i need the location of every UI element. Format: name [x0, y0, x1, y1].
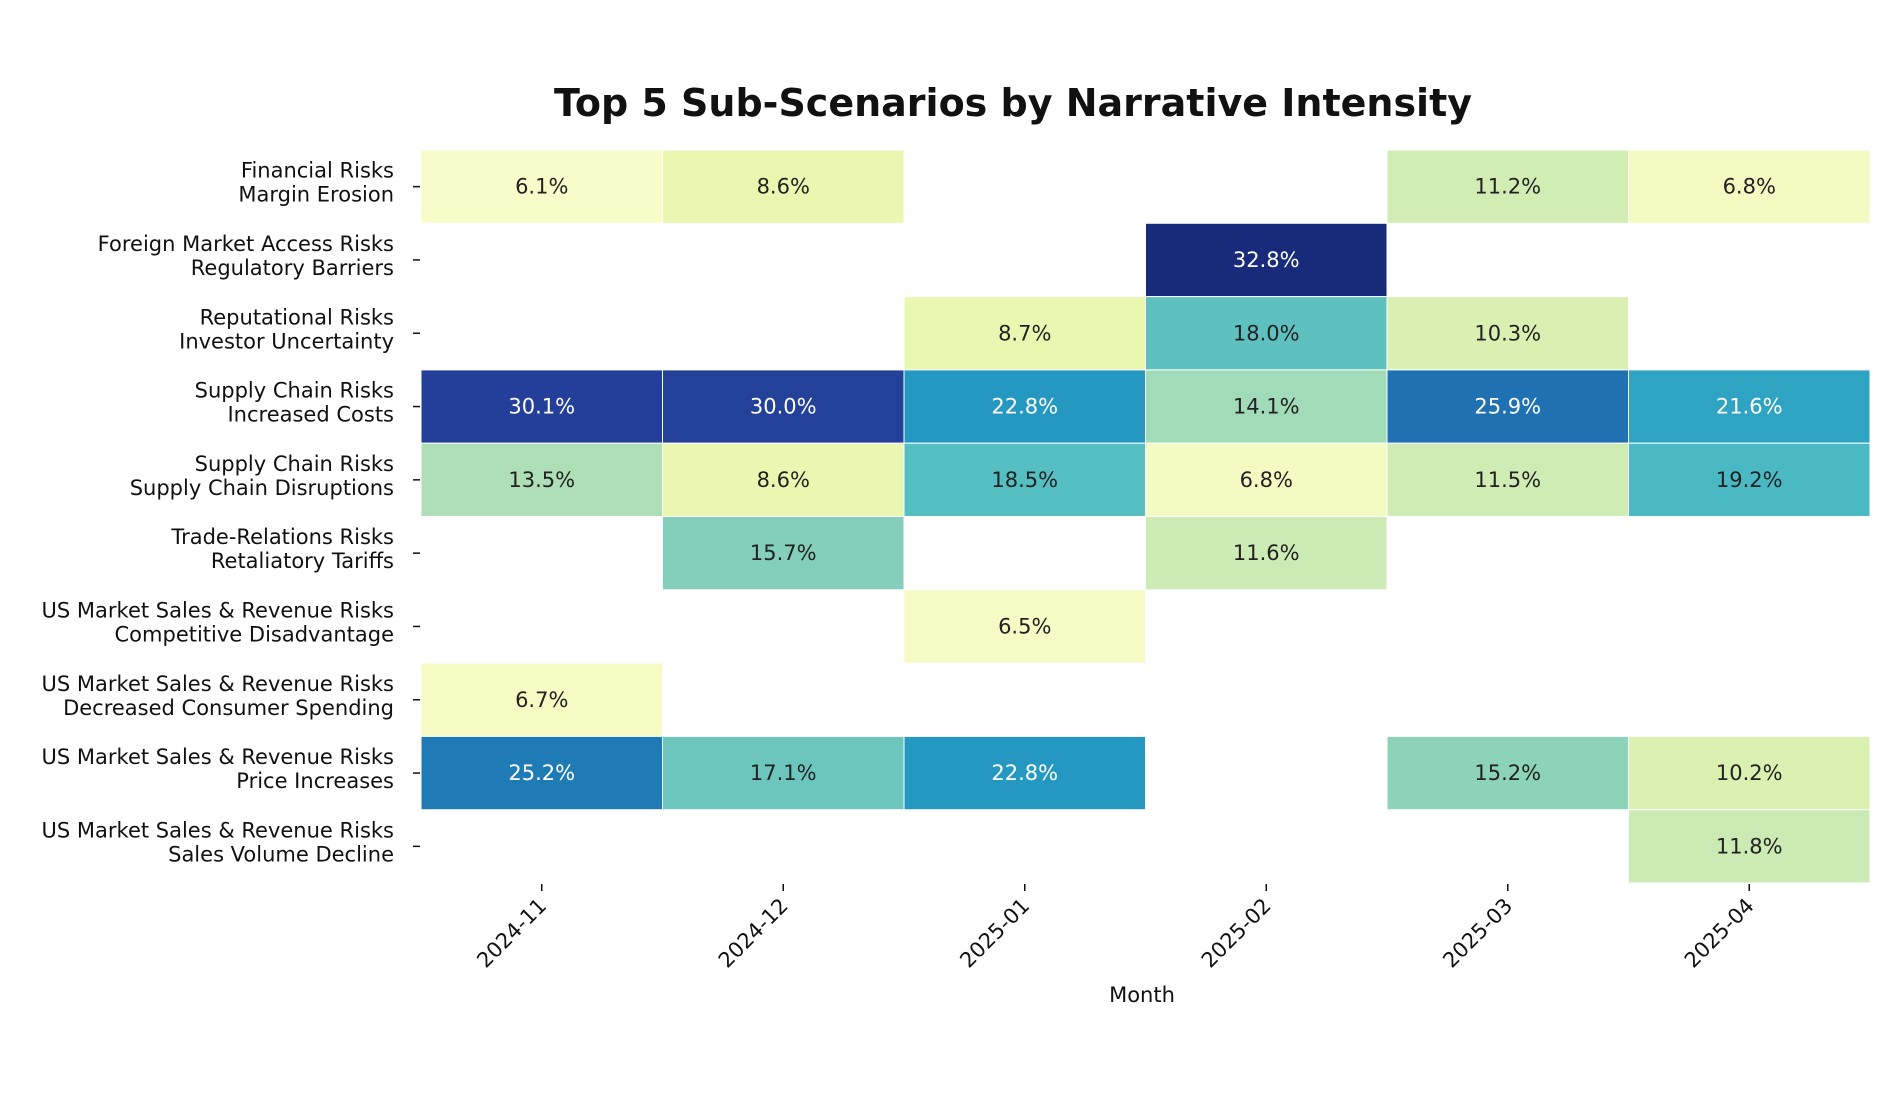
chart-title: Top 5 Sub-Scenarios by Narrative Intensi… [554, 81, 1472, 125]
cell-value-label: 30.1% [508, 395, 575, 419]
cell-value-label: 6.1% [515, 175, 568, 199]
x-tick-label: 2025-03 [1438, 894, 1517, 973]
y-tick-label: Trade-Relations Risks Retaliatory Tariffs [170, 525, 394, 573]
heatmap-cell [1628, 369, 1871, 444]
heatmap-cell [1386, 149, 1629, 224]
cell-value-label: 25.2% [508, 761, 575, 785]
heatmap-cell [1628, 149, 1871, 224]
cell-value-label: 25.9% [1474, 395, 1541, 419]
y-axis-labels: Financial Risks Margin Erosion Foreign Mar… [42, 159, 420, 866]
x-axis-labels: 2024-11 2024-12 2025-01 2025-02 2025-03 2025-… [472, 884, 1759, 973]
heatmap-cell [1628, 809, 1871, 884]
y-tick-label: Financial Risks Margin Erosion [238, 159, 394, 207]
heatmap-cell [420, 149, 663, 224]
heatmap-cell [1386, 369, 1629, 444]
x-tick-label: 2025-01 [955, 894, 1034, 973]
cell-value-label: 6.5% [998, 614, 1051, 638]
x-tick-label: 2025-04 [1680, 894, 1759, 973]
cell-value-label: 18.5% [991, 468, 1058, 492]
heatmap-cell [1145, 369, 1388, 444]
heatmap-cell [1145, 222, 1388, 298]
cell-value-label: 22.8% [991, 761, 1058, 785]
heatmap-cell [903, 442, 1146, 518]
cell-value-label: 32.8% [1233, 248, 1300, 272]
cell-value-label: 6.8% [1723, 175, 1776, 199]
heatmap-cell [420, 735, 663, 811]
cell-value-label: 6.8% [1240, 468, 1293, 492]
heatmap-cell [420, 442, 663, 518]
heatmap-cell [1628, 442, 1871, 518]
cell-value-label: 11.5% [1474, 468, 1541, 492]
heatmap-cell [1386, 296, 1629, 371]
cell-value-label: 13.5% [508, 468, 575, 492]
heatmap-cell [1628, 735, 1871, 811]
cell-value-label: 15.2% [1474, 761, 1541, 785]
heatmap-cell [1386, 735, 1629, 811]
x-tick-label: 2025-02 [1197, 894, 1276, 973]
y-tick-label: Foreign Market Access Risks Regulatory Ba… [98, 232, 394, 280]
y-tick-label: Supply Chain Risks Increased Costs [195, 379, 394, 427]
cell-value-label: 10.2% [1716, 761, 1783, 785]
y-tick-label: US Market Sales & Revenue Risks Decreased… [42, 672, 394, 720]
heatmap-cell [903, 296, 1146, 371]
cell-value-label: 8.7% [998, 321, 1051, 345]
x-tick-label: 2024-11 [472, 894, 551, 973]
cell-value-label: 10.3% [1474, 321, 1541, 345]
y-tick-label: Supply Chain Risks Supply Chain Disruptio… [130, 452, 394, 500]
cell-value-label: 18.0% [1233, 321, 1300, 345]
cell-value-label: 17.1% [750, 761, 817, 785]
cell-value-label: 11.2% [1474, 175, 1541, 199]
heatmap-cell [1145, 516, 1388, 591]
cell-value-label: 6.7% [515, 688, 568, 712]
heatmap-cell [662, 442, 905, 518]
heatmap-cell [903, 589, 1146, 664]
heatmap-cell [903, 735, 1146, 811]
cell-value-label: 11.8% [1716, 834, 1783, 858]
x-axis-title: Month [1109, 983, 1175, 1007]
cell-value-label: 8.6% [757, 175, 810, 199]
y-tick-label: US Market Sales & Revenue Risks Price Inc… [42, 745, 394, 793]
x-tick-label: 2024-12 [714, 894, 793, 973]
heatmap-cell [1145, 442, 1388, 518]
cell-value-label: 11.6% [1233, 541, 1300, 565]
cell-value-label: 8.6% [757, 468, 810, 492]
cell-value-label: 14.1% [1233, 395, 1300, 419]
cell-value-label: 15.7% [750, 541, 817, 565]
heatmap-cell [662, 149, 905, 224]
cell-value-label: 22.8% [991, 395, 1058, 419]
heatmap-cell [662, 516, 905, 591]
heatmap-cell [662, 369, 905, 444]
y-tick-label: US Market Sales & Revenue Risks Sales Vol… [42, 818, 394, 866]
heatmap-cells: 6.1% 8.6% 11.2% 6.8% 32.8% 8.7% 18.0% 10.3% 30.1… [420, 149, 1871, 884]
heatmap-cell [1386, 442, 1629, 518]
cell-value-label: 19.2% [1716, 468, 1783, 492]
cell-value-label: 30.0% [750, 395, 817, 419]
cell-value-label: 21.6% [1716, 395, 1783, 419]
y-tick-label: US Market Sales & Revenue Risks Competiti… [42, 598, 394, 646]
heatmap-cell [420, 662, 663, 737]
y-tick-label: Reputational Risks Investor Uncertainty [179, 305, 394, 353]
